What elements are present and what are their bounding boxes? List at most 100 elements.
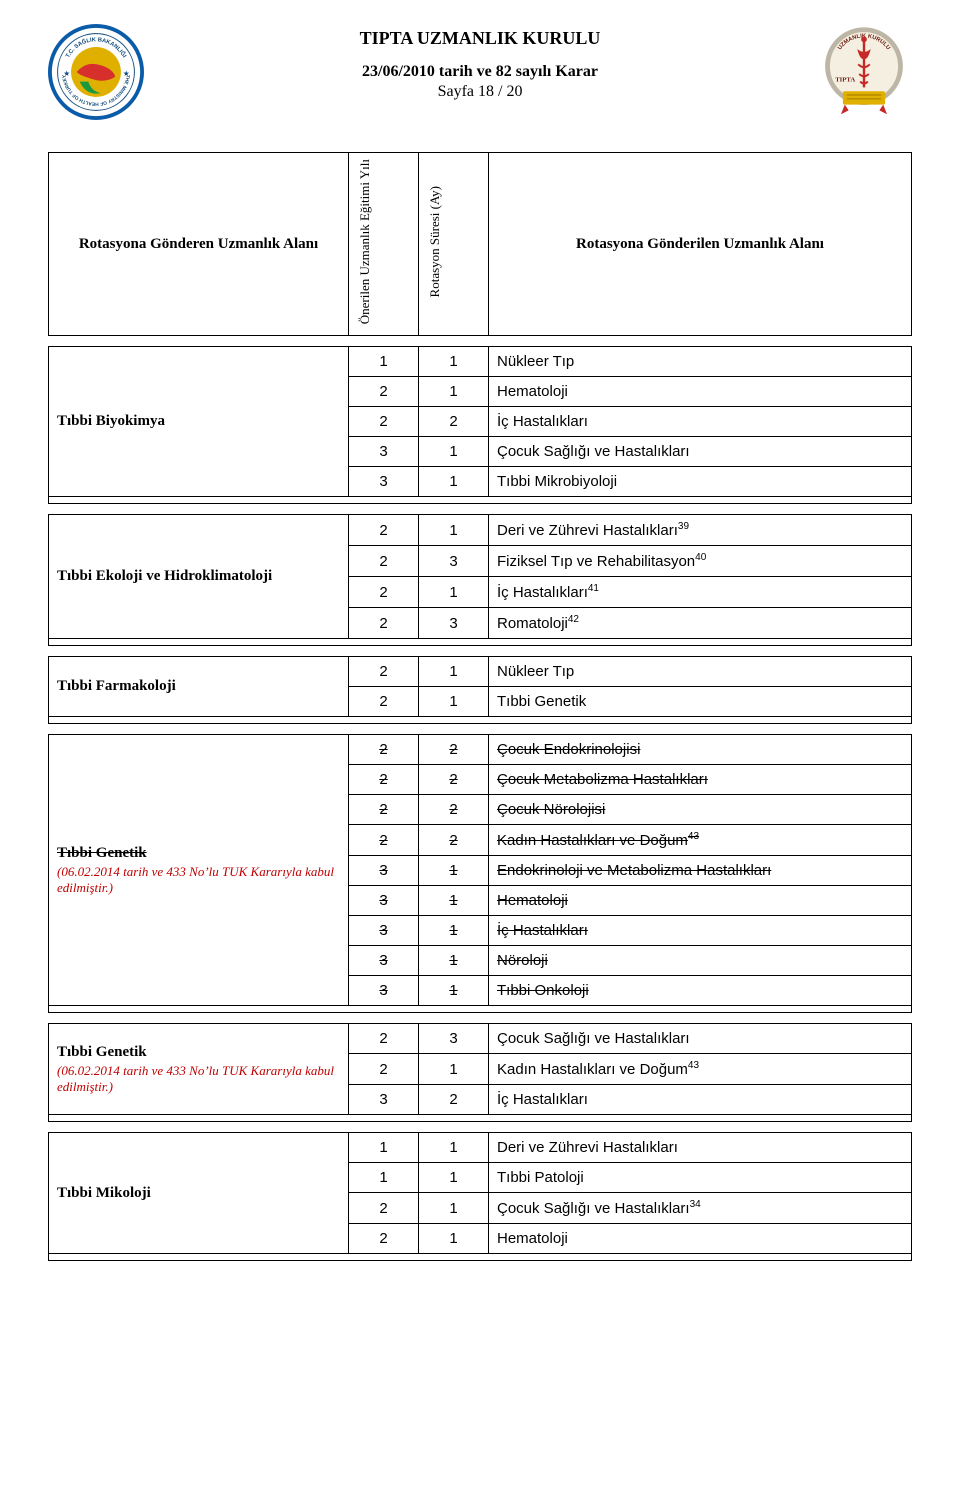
- page-title: TIPTA UZMANLIK KURULU: [144, 28, 816, 49]
- target-label: Çocuk Nörolojisi: [497, 801, 605, 818]
- target-cell: İç Hastalıkları: [489, 916, 912, 946]
- duration-cell: 1: [419, 1054, 489, 1085]
- group-name: Tıbbi Biyokimya: [57, 413, 165, 429]
- target-label: Çocuk Endokrinolojisi: [497, 741, 640, 758]
- target-label: Kadın Hastalıkları ve Doğum: [497, 832, 688, 849]
- year-cell: 3: [349, 467, 419, 497]
- year-cell: 1: [349, 1163, 419, 1193]
- group-name-cell: Tıbbi Biyokimya: [49, 347, 349, 497]
- year-cell: 2: [349, 1193, 419, 1224]
- target-label: Deri ve Zührevi Hastalıkları: [497, 1139, 678, 1156]
- spacer-row: [49, 497, 912, 504]
- spacer-row: [49, 639, 912, 646]
- year-cell: 2: [349, 795, 419, 825]
- duration-cell: 1: [419, 856, 489, 886]
- target-cell: Nöroloji: [489, 946, 912, 976]
- target-cell: Nükleer Tıp: [489, 347, 912, 377]
- target-label: Nükleer Tıp: [497, 663, 574, 680]
- target-cell: Tıbbi Onkoloji: [489, 976, 912, 1006]
- duration-cell: 3: [419, 608, 489, 639]
- duration-cell: 1: [419, 1224, 489, 1254]
- duration-cell: 1: [419, 657, 489, 687]
- table-row: Tıbbi Genetik(06.02.2014 tarih ve 433 No…: [49, 735, 912, 765]
- duration-cell: 2: [419, 765, 489, 795]
- table-row: Tıbbi Ekoloji ve Hidroklimatoloji21Deri …: [49, 515, 912, 546]
- spacer-row: [49, 1006, 912, 1013]
- target-cell: Kadın Hastalıkları ve Doğum43: [489, 1054, 912, 1085]
- group-name: Tıbbi Ekoloji ve Hidroklimatoloji: [57, 568, 272, 584]
- target-label: Çocuk Sağlığı ve Hastalıkları: [497, 443, 690, 460]
- table-row: Tıbbi Farmakoloji21Nükleer Tıp: [49, 657, 912, 687]
- footnote-ref: 41: [588, 583, 599, 594]
- target-cell: Tıbbi Genetik: [489, 687, 912, 717]
- col-header-right: Rotasyona Gönderilen Uzmanlık Alanı: [489, 153, 912, 336]
- target-cell: Çocuk Metabolizma Hastalıkları: [489, 765, 912, 795]
- group-note: (06.02.2014 tarih ve 433 No’lu TUK Karar…: [57, 1063, 340, 1095]
- target-label: Kadın Hastalıkları ve Doğum: [497, 1061, 688, 1078]
- group-name-cell: Tıbbi Mikoloji: [49, 1133, 349, 1254]
- duration-cell: 2: [419, 735, 489, 765]
- year-cell: 2: [349, 407, 419, 437]
- group-name-cell: Tıbbi Genetik (06.02.2014 tarih ve 433 No…: [49, 1024, 349, 1115]
- target-cell: Deri ve Zührevi Hastalıkları: [489, 1133, 912, 1163]
- group-table: Tıbbi Biyokimya11Nükleer Tıp21Hematoloji…: [48, 346, 912, 504]
- group-table: Tıbbi Genetik (06.02.2014 tarih ve 433 No…: [48, 734, 912, 1013]
- duration-cell: 2: [419, 407, 489, 437]
- target-label: Tıbbi Onkoloji: [497, 982, 589, 999]
- footnote-ref: 42: [568, 614, 579, 625]
- group-name-cell: Tıbbi Ekoloji ve Hidroklimatoloji: [49, 515, 349, 639]
- year-cell: 1: [349, 347, 419, 377]
- group-note: (06.02.2014 tarih ve 433 No’lu TUK Karar…: [57, 864, 340, 896]
- target-label: Endokrinoloji ve Metabolizma Hastalıklar…: [497, 862, 771, 879]
- group-name-cell: Tıbbi Farmakoloji: [49, 657, 349, 717]
- col-header-year: Önerilen Uzmanlık Eğitimi Yılı: [349, 153, 419, 336]
- duration-cell: 1: [419, 577, 489, 608]
- target-cell: Çocuk Sağlığı ve Hastalıkları: [489, 1024, 912, 1054]
- duration-cell: 2: [419, 1085, 489, 1115]
- target-label: Hematoloji: [497, 1230, 568, 1247]
- duration-cell: 1: [419, 946, 489, 976]
- target-label: Tıbbi Patoloji: [497, 1169, 584, 1186]
- target-cell: Tıbbi Patoloji: [489, 1163, 912, 1193]
- target-label: Nöroloji: [497, 952, 548, 969]
- group-name: Tıbbi Genetik: [57, 845, 147, 861]
- target-label: Hematoloji: [497, 383, 568, 400]
- year-cell: 2: [349, 515, 419, 546]
- table-row: Tıbbi Biyokimya11Nükleer Tıp: [49, 347, 912, 377]
- target-label: Çocuk Sağlığı ve Hastalıkları: [497, 1030, 690, 1047]
- spacer-row: [49, 1115, 912, 1122]
- target-cell: Kadın Hastalıkları ve Doğum43: [489, 825, 912, 856]
- group-name: Tıbbi Genetik: [57, 1044, 147, 1060]
- target-cell: Çocuk Nörolojisi: [489, 795, 912, 825]
- target-label: Hematoloji: [497, 892, 568, 909]
- right-logo: UZMANLIK KURULU TIPTA: [816, 24, 912, 120]
- target-cell: İç Hastalıkları: [489, 1085, 912, 1115]
- year-cell: 2: [349, 1224, 419, 1254]
- group-table: Tıbbi Genetik (06.02.2014 tarih ve 433 No…: [48, 1023, 912, 1122]
- year-cell: 3: [349, 886, 419, 916]
- duration-cell: 1: [419, 1163, 489, 1193]
- header-table: Rotasyona Gönderen Uzmanlık Alanı Öneril…: [48, 152, 912, 336]
- year-cell: 2: [349, 546, 419, 577]
- group-name: Tıbbi Mikoloji: [57, 1185, 151, 1201]
- year-cell: 3: [349, 946, 419, 976]
- duration-cell: 1: [419, 377, 489, 407]
- table-row: Tıbbi Genetik(06.02.2014 tarih ve 433 No…: [49, 1024, 912, 1054]
- year-cell: 2: [349, 1024, 419, 1054]
- year-cell: 2: [349, 657, 419, 687]
- year-cell: 3: [349, 437, 419, 467]
- target-cell: Endokrinoloji ve Metabolizma Hastalıklar…: [489, 856, 912, 886]
- page-header: T.C. SAĞLIK BAKANLIĞI THE MINISTRY OF HE…: [48, 24, 912, 120]
- target-cell: Çocuk Sağlığı ve Hastalıkları: [489, 437, 912, 467]
- left-logo: T.C. SAĞLIK BAKANLIĞI THE MINISTRY OF HE…: [48, 24, 144, 120]
- page-subtitle: 23/06/2010 tarih ve 82 sayılı Karar: [144, 63, 816, 81]
- footnote-ref: 40: [695, 552, 706, 563]
- year-cell: 2: [349, 1054, 419, 1085]
- group-table: Tıbbi Mikoloji11Deri ve Zührevi Hastalık…: [48, 1132, 912, 1261]
- svg-text:★: ★: [123, 69, 130, 78]
- target-label: İç Hastalıkları: [497, 413, 588, 430]
- year-cell: 2: [349, 825, 419, 856]
- target-cell: Çocuk Endokrinolojisi: [489, 735, 912, 765]
- duration-cell: 1: [419, 886, 489, 916]
- target-cell: Çocuk Sağlığı ve Hastalıkları34: [489, 1193, 912, 1224]
